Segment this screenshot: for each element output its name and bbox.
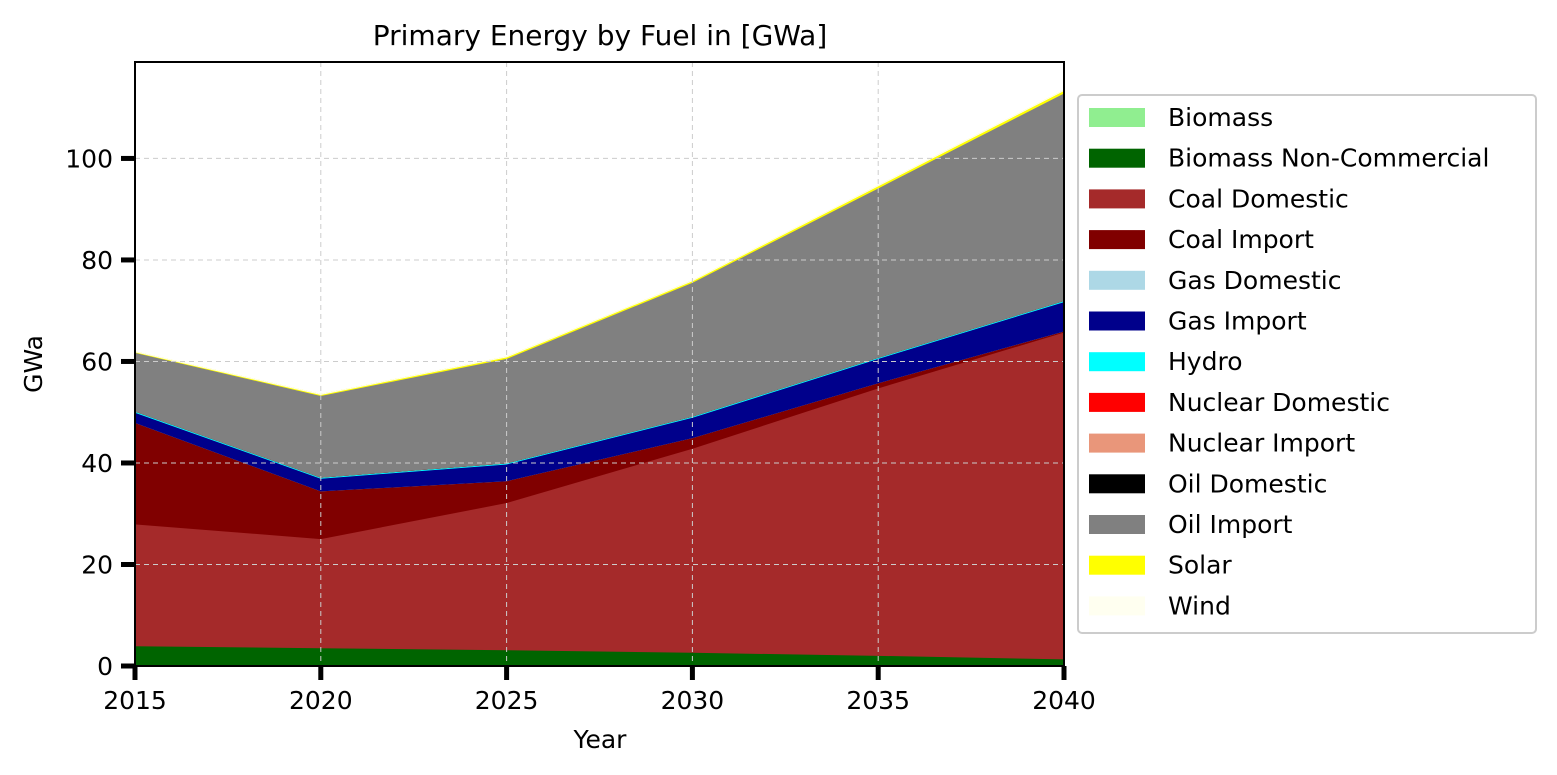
legend-label: Nuclear Import [1168, 429, 1355, 458]
legend: Biomass Biomass Non-Commercial Coal Domest… [1077, 94, 1537, 634]
legend-item: Gas Import [1089, 307, 1307, 336]
x-axis-label: Year [573, 725, 628, 754]
legend-item: Oil Import [1089, 510, 1293, 539]
legend-swatch [1089, 596, 1145, 616]
grid-lines [135, 62, 1064, 666]
x-tick-label: 2020 [289, 686, 353, 715]
legend-label: Oil Domestic [1168, 469, 1327, 498]
legend-label: Solar [1168, 551, 1232, 580]
y-tick-label: 60 [81, 347, 113, 376]
legend-item: Wind [1089, 591, 1231, 620]
legend-swatch [1089, 230, 1145, 250]
legend-item: Nuclear Domestic [1089, 388, 1390, 417]
y-tick-label: 40 [81, 449, 113, 478]
legend-item: Coal Import [1089, 225, 1314, 254]
legend-swatch [1089, 108, 1145, 127]
stacked-areas [134, 89, 1065, 667]
legend-swatch [1089, 352, 1145, 372]
chart-title: Primary Energy by Fuel in [GWa] [373, 19, 828, 52]
legend-item: Solar [1089, 551, 1232, 580]
legend-box [1077, 94, 1537, 634]
y-tick-label: 20 [81, 550, 113, 579]
legend-swatch [1089, 392, 1145, 412]
legend-label: Hydro [1168, 347, 1243, 376]
legend-swatch [1089, 555, 1145, 575]
legend-swatch [1089, 474, 1145, 494]
y-tick-label: 80 [81, 246, 113, 275]
y-tick-label: 100 [65, 144, 113, 173]
legend-item: Biomass [1089, 103, 1273, 132]
y-tick-label: 0 [97, 652, 113, 681]
x-tick-label: 2030 [661, 686, 725, 715]
legend-item: Oil Domestic [1089, 469, 1327, 498]
legend-label: Biomass [1168, 103, 1273, 132]
legend-swatch [1089, 270, 1145, 290]
legend-item: Hydro [1089, 347, 1243, 376]
legend-item: Gas Domestic [1089, 266, 1341, 295]
legend-label: Coal Domestic [1168, 184, 1349, 213]
x-tick-label: 2035 [846, 686, 910, 715]
legend-item: Biomass Non-Commercial [1089, 144, 1489, 173]
x-tick-label: 2025 [475, 686, 539, 715]
x-tick-label: 2015 [103, 686, 167, 715]
legend-label: Coal Import [1168, 225, 1314, 254]
legend-swatch [1089, 311, 1145, 331]
legend-label: Nuclear Domestic [1168, 388, 1390, 417]
legend-swatch [1089, 189, 1145, 209]
legend-label: Biomass Non-Commercial [1168, 144, 1489, 173]
y-axis-label: GWa [19, 335, 48, 393]
legend-item: Coal Domestic [1089, 184, 1349, 213]
plot-frame [134, 61, 1065, 667]
legend-label: Oil Import [1168, 510, 1293, 539]
x-tick-label: 2040 [1032, 686, 1096, 715]
legend-swatch [1089, 148, 1145, 168]
legend-swatch [1089, 433, 1145, 453]
legend-label: Gas Domestic [1168, 266, 1341, 295]
legend-label: Gas Import [1168, 307, 1307, 336]
legend-items: Biomass Biomass Non-Commercial Coal Domest… [1089, 103, 1489, 620]
legend-label: Wind [1168, 591, 1231, 620]
legend-item: Nuclear Import [1089, 429, 1355, 458]
legend-swatch [1089, 515, 1145, 534]
